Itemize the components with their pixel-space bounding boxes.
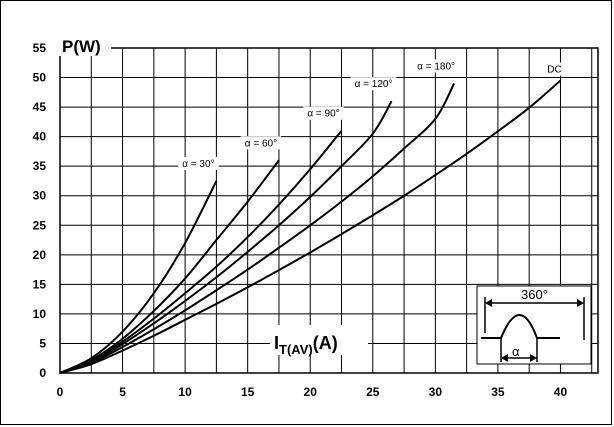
- x-axis-title-main: I: [274, 333, 279, 353]
- y-tick-label: 45: [33, 100, 47, 114]
- y-tick-labels: 0 5 10 15 20 25 30 35 40 45 50 55: [33, 41, 47, 380]
- x-tick-labels: 0 5 10 15 20 25 30 35 40: [57, 385, 568, 399]
- x-tick-label: 15: [241, 385, 255, 399]
- series-label-backdrop: [413, 59, 459, 73]
- plot-area-border: [59, 47, 599, 374]
- y-tick-label: 40: [33, 130, 47, 144]
- period-label: 360°: [521, 287, 548, 302]
- y-tick-label: 0: [39, 366, 46, 380]
- series-label-backdrop: [303, 106, 344, 120]
- inset-box: [476, 285, 592, 365]
- series-line: [59, 159, 280, 374]
- series-label: α = 180°: [417, 61, 455, 72]
- x-tick-label: 40: [554, 385, 568, 399]
- plot-border: [59, 47, 599, 374]
- series-line: [59, 79, 562, 374]
- alpha-arrowhead-right: [530, 354, 537, 362]
- x-tick-label: 35: [491, 385, 505, 399]
- alpha-label: α: [512, 344, 520, 359]
- series-label-backdrop: [350, 77, 397, 91]
- series-curves: [59, 79, 562, 374]
- series-label: α = 120°: [355, 79, 393, 90]
- alpha-arrowhead-left: [501, 354, 508, 362]
- y-tick-label: 15: [33, 277, 47, 291]
- series-label: α = 60°: [245, 138, 277, 149]
- series-line: [59, 82, 456, 374]
- y-tick-label: 55: [33, 41, 47, 55]
- period-arrowhead-right: [577, 299, 584, 307]
- ylabel-backdrop: [57, 36, 111, 56]
- series-label: DC: [547, 65, 561, 76]
- series-label-backdrop: [547, 62, 562, 76]
- series-label-backdrop: [240, 136, 282, 150]
- y-tick-label: 20: [33, 248, 47, 262]
- y-tick-label: 30: [33, 189, 47, 203]
- series-labels: α = 30° α = 60° α = 90° α = 120° α = 180° DC: [178, 59, 562, 170]
- series-line: [59, 130, 343, 374]
- y-tick-label: 5: [39, 336, 46, 350]
- waveform: [481, 314, 560, 339]
- x-axis-title: IT(AV)(A): [270, 325, 368, 357]
- x-tick-label: 0: [57, 385, 64, 399]
- y-tick-label: 25: [33, 218, 47, 232]
- series-line: [59, 180, 218, 374]
- period-arrowhead-left: [485, 299, 492, 307]
- series-label: α = 30°: [182, 159, 214, 170]
- y-tick-label: 10: [33, 307, 47, 321]
- x-tick-label: 30: [429, 385, 443, 399]
- x-tick-label: 25: [366, 385, 380, 399]
- xlabel-backdrop: [270, 325, 368, 355]
- series-label: α = 90°: [307, 109, 339, 120]
- y-tick-label: 50: [33, 71, 47, 85]
- conduction-angle-inset: 360° α: [476, 285, 592, 365]
- x-axis-title-unit: (A): [313, 333, 338, 353]
- y-axis-title: P(W): [62, 37, 101, 56]
- svg-text:IT(AV)(A): IT(AV)(A): [274, 333, 338, 357]
- series-label-backdrop: [178, 156, 219, 170]
- x-tick-label: 20: [304, 385, 318, 399]
- x-tick-label: 10: [178, 385, 192, 399]
- y-tick-label: 35: [33, 159, 47, 173]
- x-tick-label: 5: [119, 385, 126, 399]
- series-line: [59, 100, 393, 374]
- x-axis-title-sub: T(AV): [279, 342, 313, 357]
